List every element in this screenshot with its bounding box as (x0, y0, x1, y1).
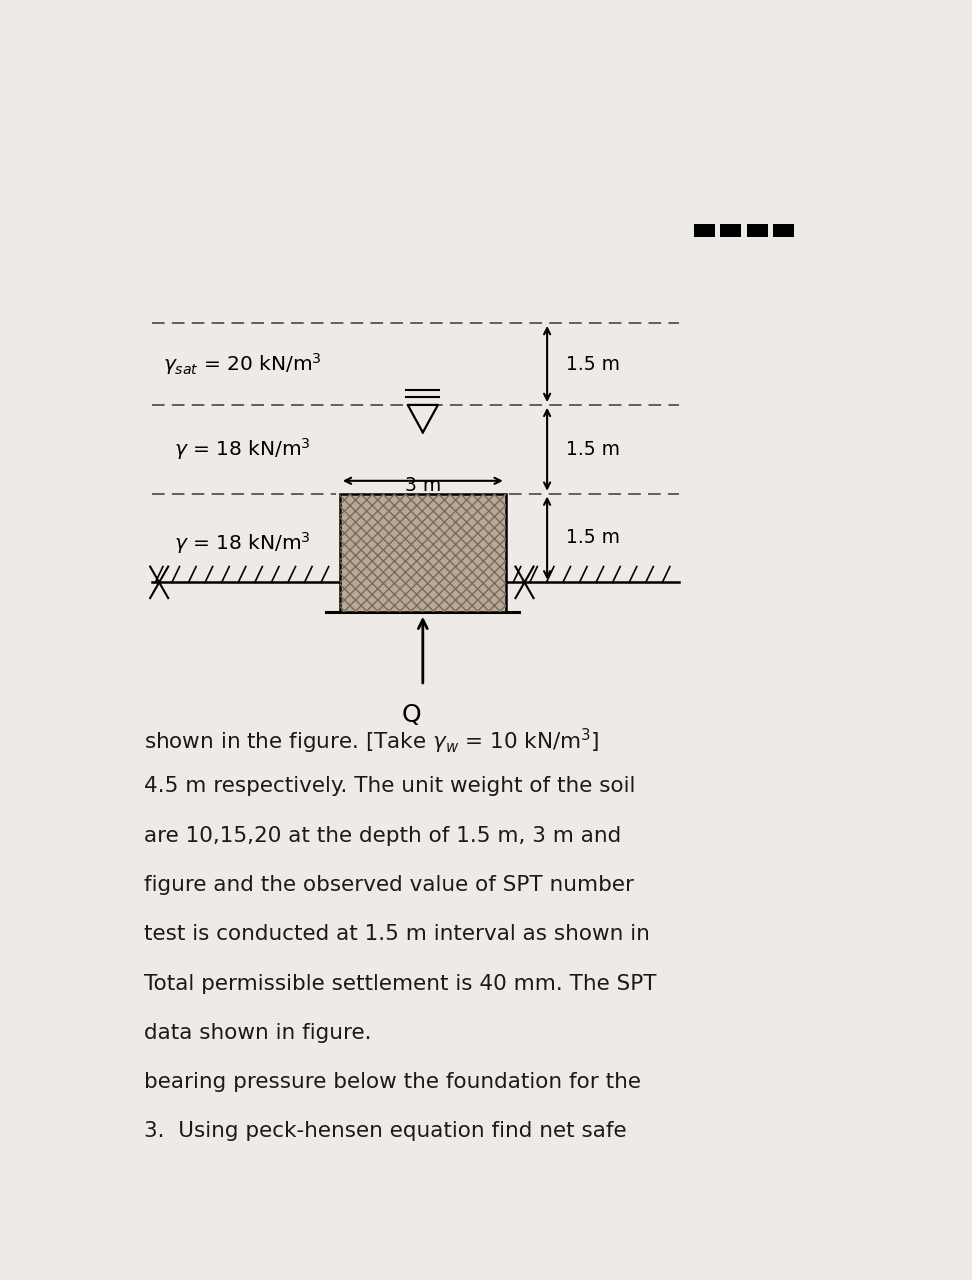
Bar (746, 224, 768, 237)
Text: are 10,15,20 at the depth of 1.5 m, 3 m and: are 10,15,20 at the depth of 1.5 m, 3 m … (144, 826, 621, 846)
Text: figure and the observed value of SPT number: figure and the observed value of SPT num… (144, 876, 634, 895)
Text: 1.5 m: 1.5 m (566, 355, 620, 374)
Text: data shown in figure.: data shown in figure. (144, 1023, 371, 1043)
Text: Q: Q (401, 703, 421, 727)
Text: Total permissible settlement is 40 mm. The SPT: Total permissible settlement is 40 mm. T… (144, 974, 657, 993)
Bar (720, 224, 742, 237)
Bar (340, 494, 505, 612)
Text: $\gamma_{sat}$ = 20 kN/m$^3$: $\gamma_{sat}$ = 20 kN/m$^3$ (163, 351, 322, 378)
Text: $\gamma$ = 18 kN/m$^3$: $\gamma$ = 18 kN/m$^3$ (174, 436, 311, 462)
Bar (340, 494, 505, 612)
Text: shown in the figure. [Take $\gamma_w$ = 10 kN/m$^3$]: shown in the figure. [Take $\gamma_w$ = … (144, 727, 600, 756)
Text: $\gamma$ = 18 kN/m$^3$: $\gamma$ = 18 kN/m$^3$ (174, 530, 311, 556)
Bar (694, 224, 715, 237)
Bar (773, 224, 794, 237)
Text: bearing pressure below the foundation for the: bearing pressure below the foundation fo… (144, 1073, 642, 1092)
Text: 4.5 m respectively. The unit weight of the soil: 4.5 m respectively. The unit weight of t… (144, 777, 636, 796)
Text: 3.  Using peck-hensen equation find net safe: 3. Using peck-hensen equation find net s… (144, 1121, 627, 1142)
Text: test is conducted at 1.5 m interval as shown in: test is conducted at 1.5 m interval as s… (144, 924, 650, 945)
Text: 1.5 m: 1.5 m (566, 440, 620, 458)
Text: 1.5 m: 1.5 m (566, 529, 620, 548)
Text: 3 m: 3 m (404, 476, 441, 495)
